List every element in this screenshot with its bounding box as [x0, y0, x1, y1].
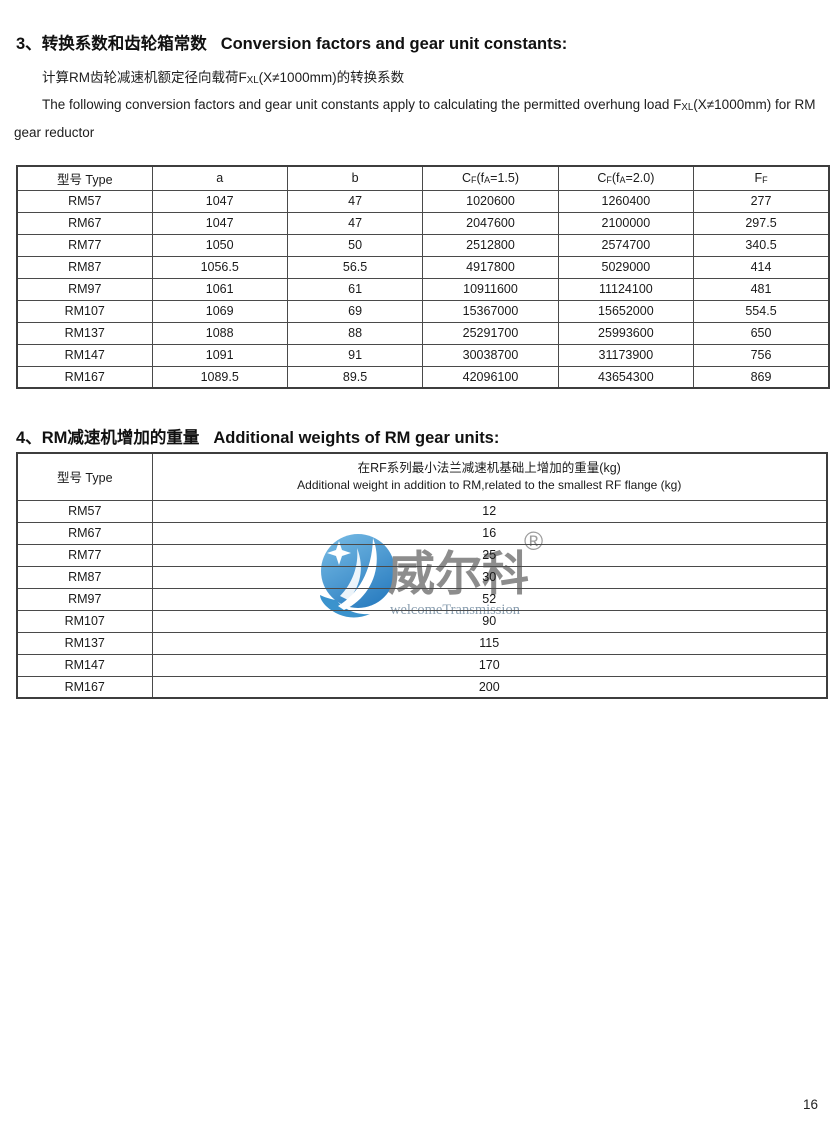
table-row: RM137 115 — [16, 631, 828, 655]
additional-weights-table: 型号 Type 在RF系列最小法兰减速机基础上增加的重量(kg) Additio… — [16, 452, 828, 699]
table-row: RM147 170 — [16, 653, 828, 677]
section-3-title-cn: 转换系数和齿轮箱常数 — [41, 35, 207, 53]
table-row: RM167 1089.5 89.5 42096100 43654300 869 — [16, 365, 830, 389]
col-header-cf20: CF(fA=2.0) — [557, 165, 695, 191]
conversion-paragraph-cn: 计算RM齿轮减速机额定径向载荷FXL(X≠1000mm)的转换系数 — [42, 66, 404, 86]
table-row: RM87 1056.5 56.5 4917800 5029000 414 — [16, 255, 830, 279]
table-row: RM67 1047 47 2047600 2100000 297.5 — [16, 211, 830, 235]
table-row: RM87 30 — [16, 565, 828, 589]
col-header-a: a — [151, 165, 288, 191]
table-header-row: 型号 Type 在RF系列最小法兰减速机基础上增加的重量(kg) Additio… — [16, 452, 828, 501]
section-3-number: 3、 — [16, 35, 42, 53]
col-header-type: 型号 Type — [16, 165, 153, 191]
conversion-paragraph-en: The following conversion factors and gea… — [14, 92, 828, 146]
table-row: RM107 90 — [16, 609, 828, 633]
paragraph-en-text: The following conversion factors and gea… — [42, 97, 682, 112]
section-4-number: 4、 — [16, 429, 42, 447]
table-header-row: 型号 Type a b CF(fA=1.5) CF(fA=2.0) FF — [16, 165, 830, 191]
table-row: RM167 200 — [16, 675, 828, 699]
fxl-subscript: XL — [246, 74, 259, 86]
table-row: RM57 1047 47 1020600 1260400 277 — [16, 189, 830, 213]
paragraph-cn-tail: (X≠1000mm)的转换系数 — [258, 70, 405, 85]
col-header-b: b — [286, 165, 424, 191]
col-header-ff: FF — [693, 165, 830, 191]
table-row: RM77 1050 50 2512800 2574700 340.5 — [16, 233, 830, 257]
col-header-weight: 在RF系列最小法兰减速机基础上增加的重量(kg) Additional weig… — [151, 452, 828, 501]
weight-header-cn: 在RF系列最小法兰减速机基础上增加的重量(kg) — [357, 460, 621, 475]
section-4-title-en: Additional weights of RM gear units: — [213, 429, 500, 447]
table-row: RM147 1091 91 30038700 31173900 756 — [16, 343, 830, 367]
table-row: RM67 16 — [16, 521, 828, 545]
fxl-subscript: XL — [681, 101, 694, 113]
col-header-type: 型号 Type — [16, 452, 153, 501]
table-row: RM97 1061 61 10911600 11124100 481 — [16, 277, 830, 301]
section-4-heading: 4、RM减速机增加的重量 Additional weights of RM gea… — [16, 424, 499, 448]
table-row: RM137 1088 88 25291700 25993600 650 — [16, 321, 830, 345]
table-row: RM107 1069 69 15367000 15652000 554.5 — [16, 299, 830, 323]
section-3-title-en: Conversion factors and gear unit constan… — [220, 35, 568, 53]
col-header-cf15: CF(fA=1.5) — [422, 165, 559, 191]
weight-header-en: Additional weight in addition to RM,rela… — [297, 477, 682, 492]
table-row: RM97 52 — [16, 587, 828, 611]
conversion-factors-table: 型号 Type a b CF(fA=1.5) CF(fA=2.0) FF RM5… — [16, 165, 830, 389]
table-row: RM57 12 — [16, 499, 828, 523]
section-4-title-cn: RM减速机增加的重量 — [41, 429, 200, 447]
page-number: 16 — [802, 1097, 818, 1112]
table-row: RM77 25 — [16, 543, 828, 567]
section-3-heading: 3、转换系数和齿轮箱常数 Conversion factors and gear … — [16, 30, 567, 54]
paragraph-cn-text: 计算RM齿轮减速机额定径向载荷F — [42, 70, 247, 85]
paragraph-en-tail: (X≠1000mm) for RM gear reductor — [14, 97, 816, 140]
